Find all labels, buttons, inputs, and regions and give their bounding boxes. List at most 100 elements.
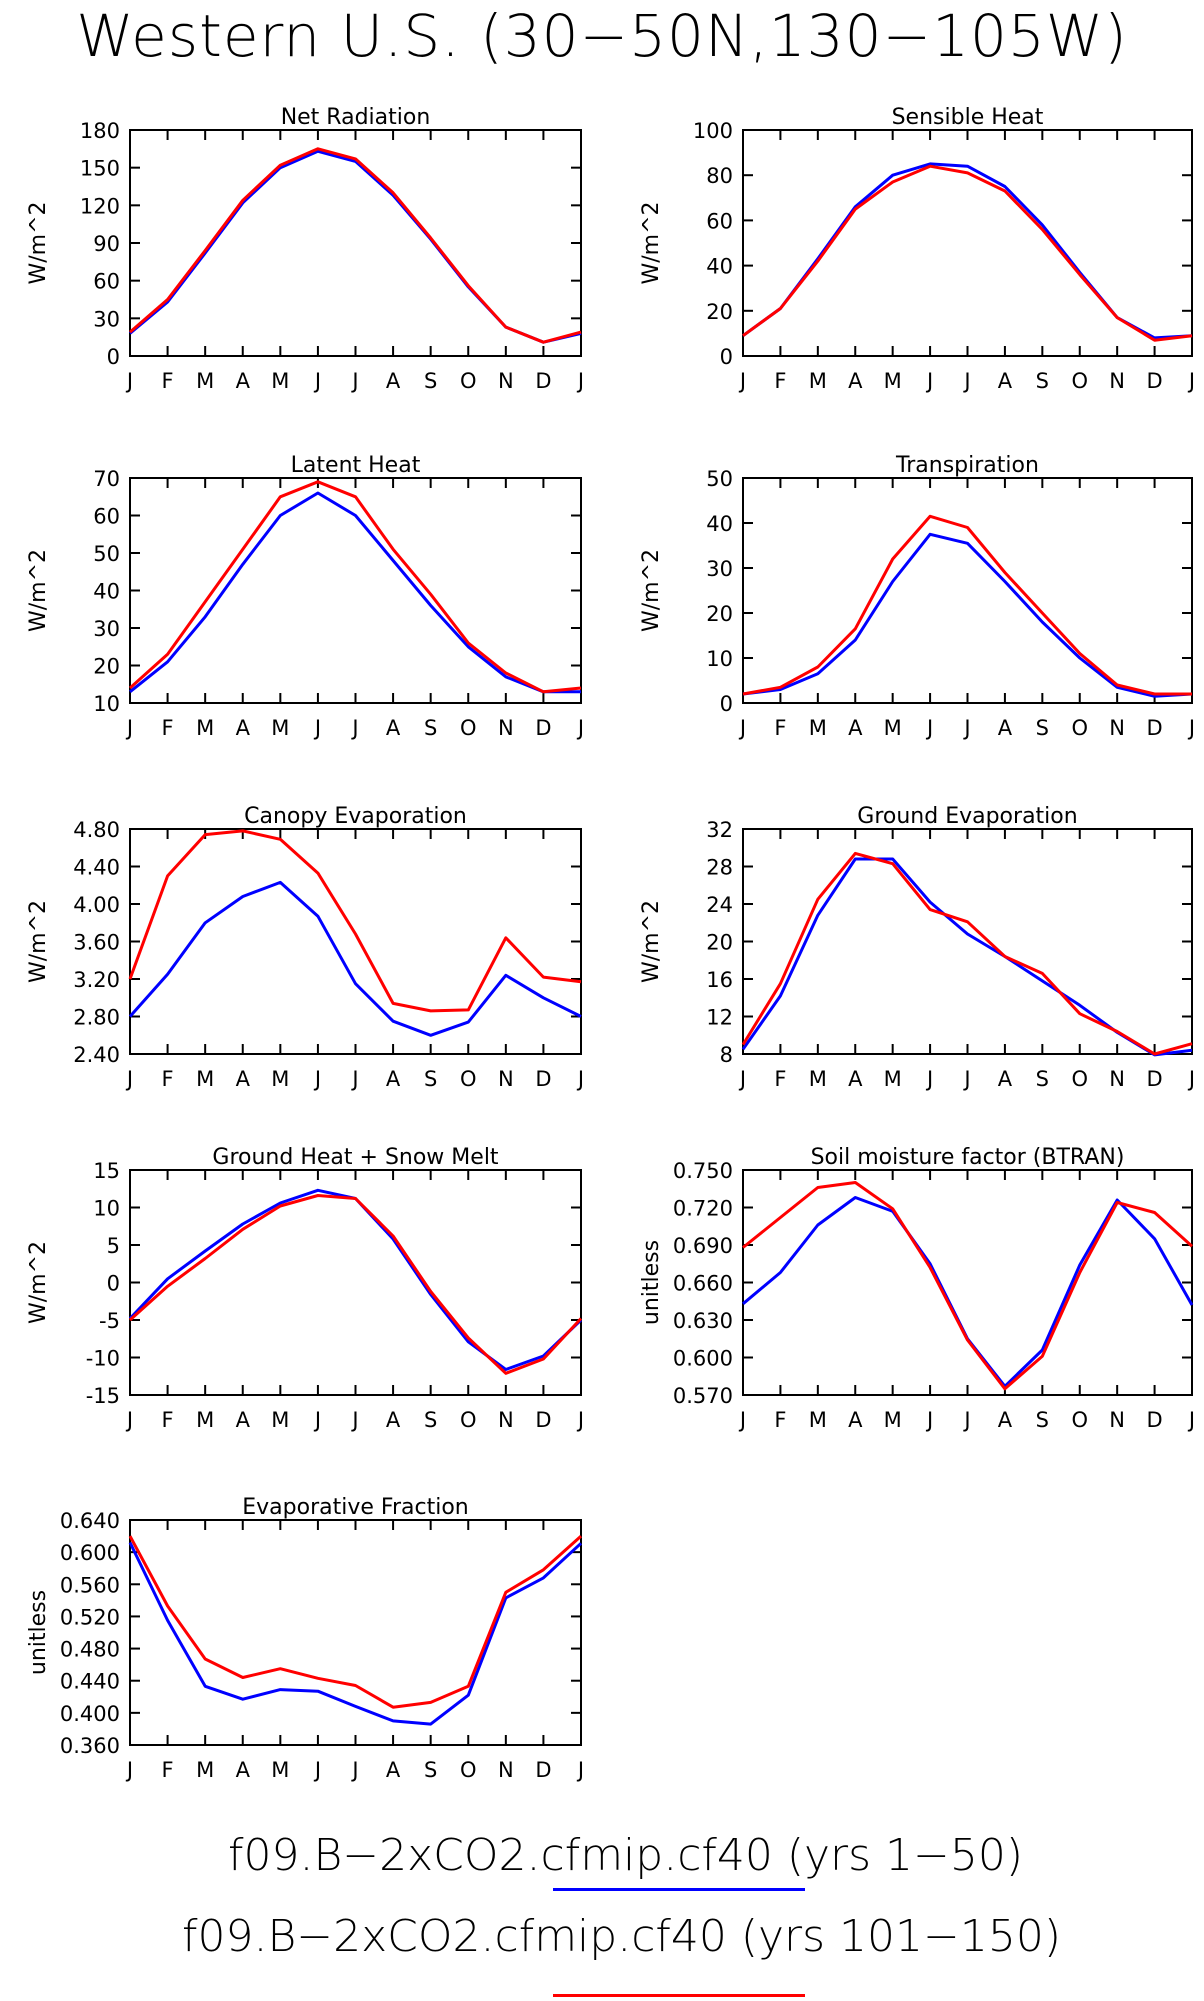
chart-5-ytick-label: 3.20 bbox=[73, 968, 120, 992]
chart-6-xtick-label: J bbox=[925, 1067, 933, 1091]
chart-6-xtick-label: J bbox=[962, 1067, 970, 1091]
chart-6-xtick-label: J bbox=[738, 1067, 746, 1091]
chart-5-xtick-label: M bbox=[196, 1067, 214, 1091]
chart-5-series-2-line bbox=[128, 829, 582, 1013]
chart-2-xtick-label: D bbox=[1146, 369, 1162, 393]
chart-9-xtick-label: M bbox=[271, 1758, 289, 1782]
chart-4-ylabel: W/m^2 bbox=[639, 549, 664, 632]
chart-8-xtick-label: A bbox=[998, 1408, 1013, 1432]
chart-9-ylabel: unitless bbox=[26, 1590, 51, 1675]
chart-3-xtick-label: J bbox=[576, 716, 584, 740]
chart-8-series-1-line bbox=[742, 1196, 1194, 1388]
chart-7-xtick-label: M bbox=[196, 1408, 214, 1432]
chart-8-xtick-label: F bbox=[774, 1408, 786, 1432]
chart-1-ytick-label: 150 bbox=[80, 157, 120, 181]
chart-1-xtick-label: M bbox=[196, 369, 214, 393]
chart-8-xtick-label: D bbox=[1146, 1408, 1162, 1432]
chart-1-ylabel: W/m^2 bbox=[26, 201, 51, 284]
chart-5-xtick-label: J bbox=[313, 1067, 321, 1091]
chart-3-ytick-label: 50 bbox=[93, 542, 120, 566]
chart-6-xtick-label: O bbox=[1071, 1067, 1088, 1091]
chart-3-ytick-label: 60 bbox=[93, 505, 120, 529]
chart-7-series-2-line bbox=[128, 1194, 583, 1375]
chart-3-frame bbox=[129, 477, 582, 704]
chart-8-ytick-label: 0.630 bbox=[673, 1309, 733, 1333]
chart-9-xtick-label: J bbox=[125, 1758, 133, 1782]
chart-8-xtick-label: N bbox=[1109, 1408, 1125, 1432]
chart-1-xtick-label: A bbox=[236, 369, 251, 393]
chart-4-series-2-line bbox=[742, 514, 1192, 696]
chart-4-ytick-label: 30 bbox=[706, 557, 733, 581]
chart-1-xtick-label: S bbox=[424, 369, 437, 393]
chart-1-ytick-label: 30 bbox=[93, 307, 120, 331]
chart-8-ytick-label: 0.750 bbox=[673, 1159, 733, 1183]
chart-1-ytick-label: 180 bbox=[80, 119, 120, 143]
chart-2-series-1-line bbox=[742, 162, 1193, 340]
chart-9-title: Evaporative Fraction bbox=[242, 1495, 468, 1520]
legend-swatch-series-2 bbox=[553, 1994, 805, 1997]
chart-7-ytick-label: 5 bbox=[107, 1234, 120, 1258]
chart-3-xtick-label: M bbox=[271, 716, 289, 740]
chart-4-xtick-label: S bbox=[1036, 716, 1049, 740]
chart-9-xtick-label: O bbox=[460, 1758, 477, 1782]
chart-1-xtick-label: J bbox=[125, 369, 133, 393]
chart-7-ytick-label: 10 bbox=[93, 1197, 120, 1221]
chart-5-ytick-label: 4.00 bbox=[73, 893, 120, 917]
chart-1-xtick-label: N bbox=[498, 369, 514, 393]
chart-6-ytick-label: 28 bbox=[706, 856, 733, 880]
chart-5-ytick-label: 3.60 bbox=[73, 931, 120, 955]
chart-9-xtick-label: D bbox=[535, 1758, 551, 1782]
chart-3-ytick-label: 20 bbox=[93, 655, 120, 679]
chart-2-xtick-label: J bbox=[1187, 369, 1195, 393]
chart-3-xtick-label: S bbox=[424, 716, 437, 740]
chart-9-xtick-label: J bbox=[313, 1758, 321, 1782]
chart-1-xtick-label: D bbox=[535, 369, 551, 393]
chart-2-xtick-label: J bbox=[925, 369, 933, 393]
chart-4-xtick-label: F bbox=[774, 716, 786, 740]
chart-1-xtick-label: M bbox=[271, 369, 289, 393]
chart-4-xtick-label: J bbox=[1187, 716, 1195, 740]
chart-4-ytick-label: 40 bbox=[706, 512, 733, 536]
chart-1-frame bbox=[129, 129, 582, 357]
chart-4-series-1-line bbox=[742, 532, 1193, 698]
chart-9-xtick-label: A bbox=[386, 1758, 401, 1782]
chart-3-xtick-label: J bbox=[350, 716, 358, 740]
chart-7-series-1-line bbox=[128, 1188, 583, 1371]
chart-5-ytick-label: 2.80 bbox=[73, 1006, 120, 1030]
legend-label-series-1: f09.B−2xCO2.cfmip.cf40 (yrs 1−50) bbox=[228, 1830, 1024, 1881]
chart-3-xtick-label: J bbox=[125, 716, 133, 740]
chart-8-ytick-label: 0.570 bbox=[673, 1384, 733, 1408]
chart-6-xtick-label: A bbox=[998, 1067, 1013, 1091]
chart-3-xtick-label: J bbox=[313, 716, 321, 740]
chart-9-ytick-label: 0.600 bbox=[60, 1541, 120, 1565]
chart-9-xtick-label: J bbox=[576, 1758, 584, 1782]
chart-7-ylabel: W/m^2 bbox=[26, 1241, 51, 1324]
chart-1-xtick-label: A bbox=[386, 369, 401, 393]
chart-6-xtick-label: M bbox=[809, 1067, 827, 1091]
chart-1-ytick-label: 0 bbox=[107, 345, 120, 369]
chart-7-xtick-label: J bbox=[350, 1408, 358, 1432]
chart-7-ytick-label: 15 bbox=[93, 1159, 120, 1183]
chart-7-ytick-label: 0 bbox=[107, 1272, 120, 1296]
chart-1-title: Net Radiation bbox=[281, 105, 431, 130]
chart-7-ytick-label: -10 bbox=[86, 1347, 120, 1371]
chart-6-ylabel: W/m^2 bbox=[639, 900, 664, 983]
chart-4-xtick-label: M bbox=[809, 716, 827, 740]
chart-5-ylabel: W/m^2 bbox=[26, 900, 51, 983]
chart-7-ytick-label: -15 bbox=[86, 1384, 120, 1408]
chart-7-ytick-label: -5 bbox=[99, 1309, 120, 1333]
chart-5-frame bbox=[129, 828, 582, 1055]
chart-6-ytick-label: 12 bbox=[706, 1006, 733, 1030]
chart-4-xtick-label: N bbox=[1109, 716, 1125, 740]
chart-6-xtick-label: S bbox=[1036, 1067, 1049, 1091]
chart-1-series-1-line bbox=[129, 149, 582, 344]
chart-9-ytick-label: 0.640 bbox=[60, 1509, 120, 1533]
chart-7-xtick-label: M bbox=[271, 1408, 289, 1432]
chart-9-xtick-label: S bbox=[424, 1758, 437, 1782]
chart-2-ytick-label: 40 bbox=[706, 255, 733, 279]
chart-6-ytick-label: 16 bbox=[706, 968, 733, 992]
chart-6-series-2-line bbox=[741, 851, 1193, 1056]
chart-3-title: Latent Heat bbox=[291, 453, 421, 478]
chart-6-xtick-label: D bbox=[1146, 1067, 1162, 1091]
